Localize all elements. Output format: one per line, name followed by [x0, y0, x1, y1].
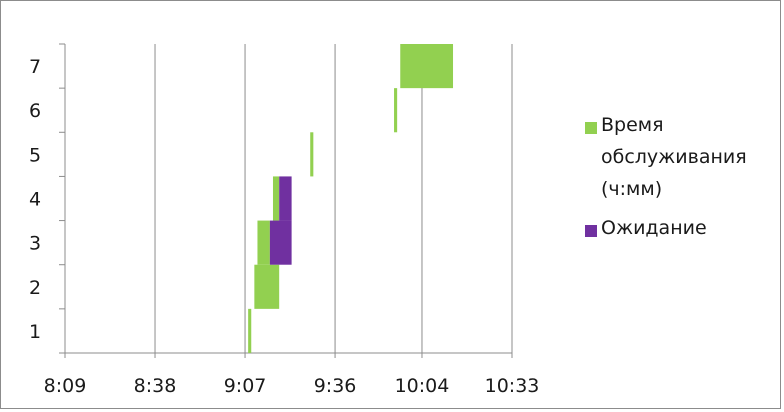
waiting-bar-3: [269, 220, 292, 265]
legend-swatch-service: [585, 122, 597, 134]
legend-label-service: Время обслуживания (ч:мм): [601, 114, 747, 200]
y-tick-label: 7: [29, 56, 41, 78]
legend-label-waiting: Ожидание: [601, 217, 707, 239]
y-tick-label: 4: [29, 189, 41, 211]
service-bar-5: [310, 132, 314, 177]
legend-item-waiting: Ожидание: [585, 217, 775, 244]
y-tick-label: 2: [29, 277, 41, 299]
x-tick-label: 10:04: [395, 375, 450, 397]
y-tick-label: 5: [29, 144, 41, 166]
x-tick-label: 8:38: [134, 375, 177, 397]
service-bar-1: [248, 308, 252, 353]
waiting-bar-4: [279, 176, 292, 221]
y-tick-label: 6: [29, 100, 41, 122]
service-bar-2: [254, 264, 280, 309]
x-tick-label: 8:09: [44, 375, 87, 397]
x-tick-label: 9:36: [314, 375, 357, 397]
legend-item-service: Время обслуживания (ч:мм): [585, 114, 775, 205]
service-bar-7: [400, 44, 454, 89]
legend: Время обслуживания (ч:мм) Ожидание: [585, 114, 775, 258]
x-tick-label: 9:07: [224, 375, 267, 397]
service-bar-6: [394, 88, 398, 133]
service-bar-3: [257, 220, 270, 265]
y-tick-label: 3: [29, 233, 41, 255]
service-bar-4: [272, 176, 280, 221]
y-tick-label: 1: [29, 321, 41, 343]
x-tick-label: 10:33: [485, 375, 540, 397]
legend-swatch-waiting: [585, 225, 597, 237]
